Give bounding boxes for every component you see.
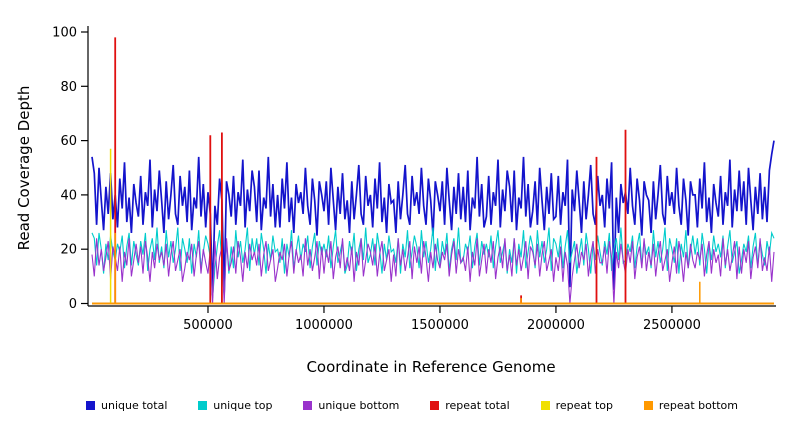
y-tick-label: 60 xyxy=(60,134,77,149)
legend-item-repeat-total: repeat total xyxy=(430,399,510,412)
x-tick-label: 500000 xyxy=(183,318,233,333)
legend-swatch xyxy=(303,401,313,410)
legend-item-repeat-bottom: repeat bottom xyxy=(643,399,738,412)
legend-swatch xyxy=(540,401,550,410)
y-tick-label: 0 xyxy=(69,297,77,312)
coverage-plot: 0 20 40 60 80 100 500000 1000000 1500000 2000000 2… xyxy=(52,26,776,333)
y-axis-title: Read Coverage Depth xyxy=(15,85,33,251)
legend-swatch xyxy=(86,401,95,410)
legend: unique total unique top unique bottom repea… xyxy=(86,399,738,412)
legend-item-unique-total: unique total xyxy=(86,399,167,412)
x-tick-label: 2500000 xyxy=(643,318,701,333)
y-tick-label: 20 xyxy=(60,243,77,258)
x-tick-label: 1000000 xyxy=(295,318,353,333)
legend-swatch xyxy=(198,401,208,410)
legend-swatch xyxy=(430,401,440,410)
x-tick-label: 1500000 xyxy=(411,318,469,333)
legend-item-repeat-top: repeat top xyxy=(540,399,613,412)
legend-label: repeat bottom xyxy=(658,399,738,412)
legend-label: unique top xyxy=(213,399,273,412)
legend-label: repeat total xyxy=(445,399,510,412)
series-unique-bottom xyxy=(91,238,775,304)
x-axis-title: Coordinate in Reference Genome xyxy=(306,358,556,376)
series-unique-top xyxy=(91,227,775,299)
series-repeat-bottom xyxy=(92,232,774,305)
legend-label: unique bottom xyxy=(318,399,400,412)
legend-item-unique-bottom: unique bottom xyxy=(303,399,399,412)
legend-label: unique total xyxy=(101,399,168,412)
x-tick-label: 2000000 xyxy=(527,318,585,333)
y-tick-label: 100 xyxy=(52,26,77,41)
legend-label: repeat top xyxy=(555,399,613,412)
legend-item-unique-top: unique top xyxy=(198,399,272,412)
y-tick-label: 40 xyxy=(60,188,77,203)
legend-swatch xyxy=(643,401,653,410)
y-tick-label: 80 xyxy=(60,80,77,95)
